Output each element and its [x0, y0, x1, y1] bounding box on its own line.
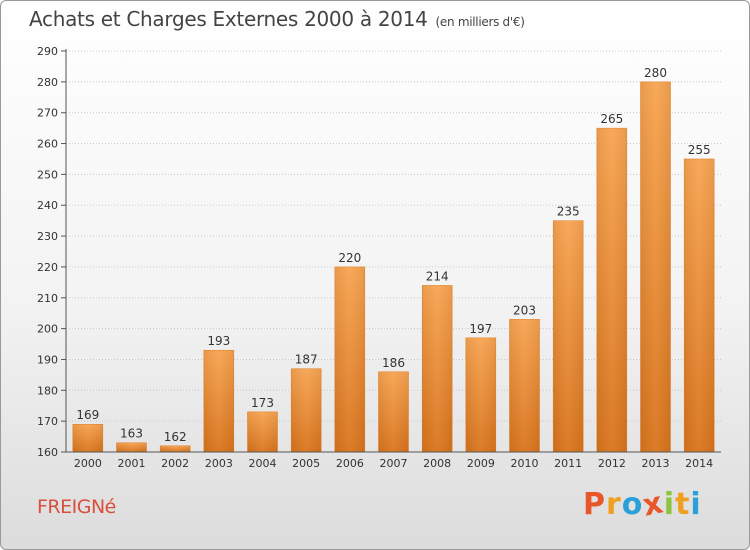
data-label: 265	[600, 112, 623, 126]
y-tick-label: 200	[37, 323, 58, 336]
chart-title: Achats et Charges Externes 2000 à 2014 (e…	[29, 7, 525, 31]
x-tick-label: 2006	[336, 457, 364, 470]
bar-shade	[160, 445, 191, 452]
bar-layer: 169 163 162 193 173 187 220 186 214 197 203 235 265 2…	[72, 66, 715, 453]
bar-shade	[247, 411, 278, 452]
x-tick-label: 2007	[380, 457, 408, 470]
proxiti-logo: Proxiti	[583, 485, 702, 523]
y-tick-label: 260	[37, 138, 58, 151]
x-tick-label: 2005	[292, 457, 320, 470]
place-name: FREIGNé	[37, 496, 116, 518]
data-label: 203	[513, 303, 536, 317]
bar-shade	[640, 81, 671, 452]
bar-shade	[422, 285, 453, 452]
data-label: 255	[688, 143, 711, 157]
y-tick-label: 180	[37, 384, 58, 397]
chart-subtitle: (en milliers d'€)	[435, 15, 525, 29]
data-label: 220	[338, 251, 361, 265]
y-tick-label: 160	[37, 446, 58, 459]
bar-shade	[334, 266, 365, 452]
x-tick-label: 2000	[74, 457, 102, 470]
logo-letter: r	[606, 487, 622, 522]
y-tick-label: 210	[37, 292, 58, 305]
data-label: 197	[469, 322, 492, 336]
x-tick-label: 2008	[423, 457, 451, 470]
x-tick-label: 2004	[249, 457, 277, 470]
logo-letter: P	[583, 487, 606, 522]
bar-shade	[378, 371, 409, 452]
y-tick-label: 240	[37, 199, 58, 212]
data-label: 186	[382, 356, 405, 370]
bar-shade	[684, 158, 715, 452]
logo-letter: o	[621, 487, 644, 522]
data-label: 214	[426, 269, 449, 283]
x-tick-label: 2011	[554, 457, 582, 470]
bar-shade	[291, 368, 322, 452]
y-tick-label: 170	[37, 415, 58, 428]
x-tick-label: 2012	[598, 457, 626, 470]
data-label: 280	[644, 66, 667, 80]
x-tick-label: 2003	[205, 457, 233, 470]
y-tick-label: 270	[37, 107, 58, 120]
y-tick-label: 220	[37, 261, 58, 274]
y-tick-label: 190	[37, 353, 58, 366]
x-tick-label: 2002	[161, 457, 189, 470]
data-label: 169	[76, 408, 99, 422]
y-tick-label: 290	[37, 45, 58, 58]
chart-title-text: Achats et Charges Externes 2000 à 2014	[29, 7, 428, 31]
bar-shade	[509, 319, 540, 452]
bar-shade	[465, 337, 496, 452]
y-tick-label: 280	[37, 76, 58, 89]
data-label: 193	[207, 334, 230, 348]
y-tick-label: 250	[37, 168, 58, 181]
data-label: 187	[295, 353, 318, 367]
bar-shade	[203, 350, 234, 452]
bar-shade	[553, 220, 584, 452]
logo-letter: i	[690, 487, 702, 522]
logo-letter: t	[675, 487, 691, 522]
axis-layer: 160 170 180 190 200 210 220 230 240 250 260 270 280 2…	[37, 45, 721, 470]
data-label: 235	[557, 205, 580, 219]
y-tick-label: 230	[37, 230, 58, 243]
bar-shade	[72, 424, 103, 452]
logo-letter: i	[663, 487, 676, 522]
bar-shade	[596, 128, 627, 452]
bar-shade	[116, 442, 147, 452]
x-tick-label: 2010	[511, 457, 539, 470]
x-tick-label: 2009	[467, 457, 495, 470]
x-tick-label: 2001	[118, 457, 146, 470]
data-label: 173	[251, 396, 274, 410]
x-tick-label: 2014	[685, 457, 713, 470]
data-label: 162	[164, 430, 187, 444]
data-label: 163	[120, 427, 143, 441]
x-tick-label: 2013	[642, 457, 670, 470]
